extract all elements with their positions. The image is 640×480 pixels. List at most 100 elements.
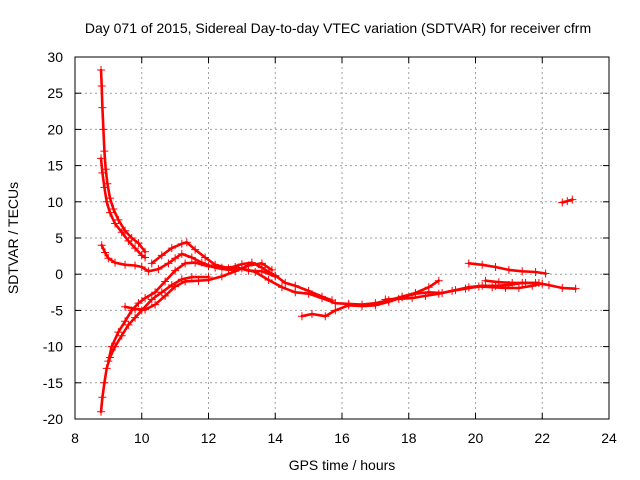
data-point (291, 281, 300, 290)
data-point (331, 306, 340, 315)
data-point (134, 239, 143, 248)
data-point (157, 251, 166, 260)
data-point (171, 282, 180, 291)
data-point (98, 168, 107, 177)
data-point (114, 215, 123, 224)
data-point (518, 267, 527, 276)
data-point (181, 259, 190, 268)
x-axis-label: GPS time / hours (289, 457, 396, 473)
series-upper-descending-arc (97, 66, 150, 256)
data-point (568, 195, 577, 204)
series-markers (97, 154, 150, 262)
x-tick-label: 20 (468, 430, 484, 446)
data-point (371, 301, 380, 310)
series-late-segment-2 (481, 276, 543, 287)
y-tick-label: -10 (43, 339, 63, 355)
data-point (563, 197, 572, 206)
data-point (177, 249, 186, 258)
data-point (474, 282, 483, 291)
data-point (97, 66, 106, 75)
y-axis-label: SDTVAR / TECUs (5, 182, 21, 294)
data-point (131, 244, 140, 253)
data-point (191, 258, 200, 267)
data-point (434, 289, 443, 298)
data-point (481, 276, 490, 285)
data-point (317, 292, 326, 301)
data-point (131, 304, 140, 313)
series-lower-rising-arc-2 (104, 258, 280, 366)
data-point (98, 393, 107, 402)
y-tick-label: 20 (47, 121, 63, 137)
data-point (181, 277, 190, 286)
data-point (271, 272, 280, 281)
data-point (111, 219, 120, 228)
y-tick-label: -15 (43, 375, 63, 391)
data-point (204, 275, 213, 284)
data-point (131, 313, 140, 322)
data-point (167, 281, 176, 290)
data-point (488, 283, 497, 292)
data-point (97, 407, 106, 416)
data-point (381, 295, 390, 304)
data-point (97, 241, 106, 250)
data-point (558, 198, 567, 207)
series-markers (97, 66, 150, 256)
series-tail-2 (381, 279, 547, 304)
series-lower-rising-arc (97, 273, 213, 416)
y-tick-label: -5 (51, 302, 64, 318)
data-point (304, 286, 313, 295)
data-point (494, 278, 503, 287)
data-point (217, 263, 226, 272)
data-point (121, 302, 130, 311)
series-markers (121, 259, 276, 314)
y-tick-label: -20 (43, 411, 63, 427)
data-point (321, 312, 330, 321)
data-point (461, 284, 470, 293)
data-point (164, 259, 173, 268)
y-tick-label: 30 (47, 49, 63, 65)
data-point (151, 300, 160, 309)
y-tick-label: 25 (47, 85, 63, 101)
data-point (131, 261, 140, 270)
data-point (504, 265, 513, 274)
data-point (541, 269, 550, 278)
data-point (161, 277, 170, 286)
data-point (297, 312, 306, 321)
y-tick-label: 15 (47, 158, 63, 174)
ticks (74, 56, 610, 420)
data-point (257, 259, 266, 268)
series-markers (481, 276, 543, 287)
series-lower-rising-arc-3 (121, 259, 276, 314)
data-point (408, 294, 417, 303)
data-point (141, 253, 150, 262)
data-point (237, 260, 246, 269)
data-point (264, 275, 273, 284)
data-point (97, 154, 106, 163)
data-point (358, 302, 367, 311)
data-point (111, 258, 120, 267)
data-point (267, 265, 276, 274)
data-point (100, 378, 109, 387)
data-point (501, 283, 510, 292)
data-point (508, 278, 517, 287)
y-tick-label: 0 (55, 266, 63, 282)
data-point (491, 262, 500, 271)
data-point (327, 296, 336, 305)
data-point (544, 281, 553, 290)
data-point (204, 262, 213, 271)
data-point (141, 294, 150, 303)
series-group (97, 66, 580, 416)
x-tick-labels: 8 10 12 14 16 18 20 22 24 (71, 430, 617, 446)
y-tick-label: 10 (47, 194, 63, 210)
x-tick-label: 10 (134, 430, 150, 446)
data-point (177, 239, 186, 248)
x-tick-label: 18 (401, 430, 417, 446)
data-point (102, 197, 111, 206)
series-upper-descending-arc-2 (97, 154, 150, 262)
data-point (147, 259, 156, 268)
series-line (99, 68, 147, 254)
data-point (571, 284, 580, 293)
data-point (104, 254, 113, 263)
series-line (123, 262, 274, 311)
